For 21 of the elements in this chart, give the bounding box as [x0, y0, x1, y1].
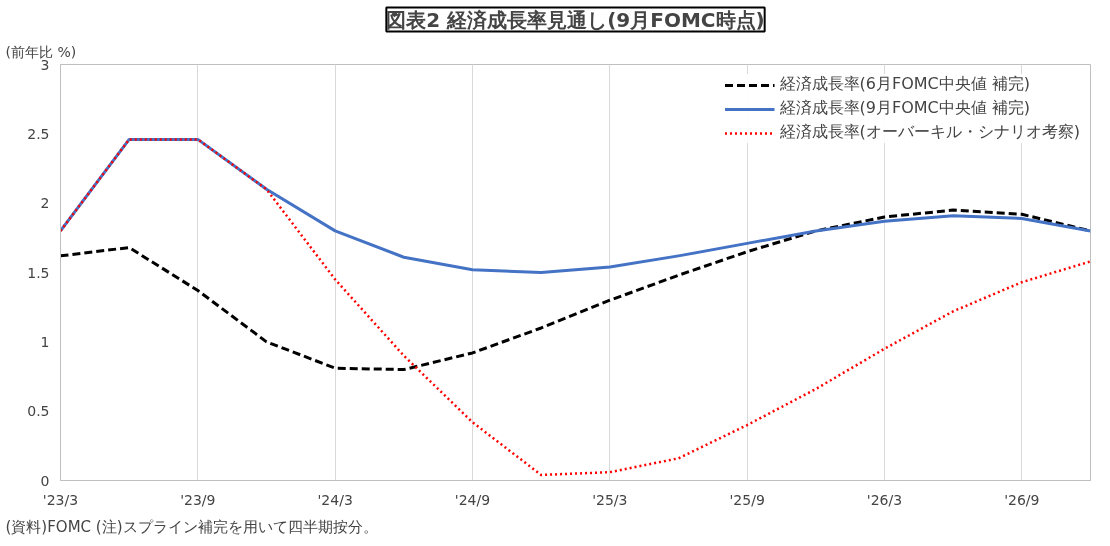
x-tick-label: '25/9: [729, 491, 765, 508]
x-tick-label: '26/9: [1004, 491, 1040, 508]
text: (資料)FOMC (注)スプライン補完を用いて四半期按分。: [5, 517, 378, 536]
y-tick-label: 1.5: [27, 264, 50, 281]
x-tick-label: '24/3: [317, 491, 353, 508]
y-tick-label: 0: [40, 472, 50, 489]
y-axis-title: (前年比 %): [5, 43, 77, 60]
x-tick-label: '26/3: [866, 491, 903, 508]
y-tick-label: 1: [40, 333, 50, 350]
y-tick-label: 0.5: [27, 403, 50, 420]
x-tick-label: '24/9: [454, 491, 491, 508]
legend-label: 経済成長率(9月FOMC中央値 補完): [779, 98, 1031, 119]
x-tick-label: '23/9: [180, 491, 216, 508]
chart-title: 図表2 経済成長率見通し(9月FOMC時点): [386, 7, 765, 32]
x-tick-label: '23/3: [42, 491, 79, 508]
x-tick-label: '25/3: [592, 491, 628, 508]
legend-label: 経済成長率(6月FOMC中央値 補完): [779, 74, 1031, 95]
line-series: [60, 138, 1091, 477]
y-tick-label: 2: [40, 195, 50, 212]
y-tick-label: 2.5: [27, 125, 50, 142]
legend-label: 経済成長率(オーバーキル・シナリオ考察): [779, 122, 1080, 143]
